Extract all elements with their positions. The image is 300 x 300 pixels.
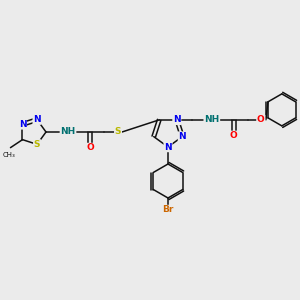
- Text: O: O: [86, 143, 94, 152]
- Text: N: N: [173, 116, 181, 124]
- Text: NH: NH: [60, 128, 76, 136]
- Text: S: S: [115, 128, 121, 136]
- Text: CH₃: CH₃: [3, 152, 16, 158]
- Text: O: O: [230, 131, 238, 140]
- Text: NH: NH: [204, 116, 219, 124]
- Text: Br: Br: [162, 206, 174, 214]
- Text: N: N: [19, 120, 26, 129]
- Text: S: S: [34, 140, 40, 149]
- Text: O: O: [257, 116, 265, 124]
- Text: N: N: [178, 132, 186, 141]
- Text: N: N: [164, 142, 172, 152]
- Text: N: N: [33, 115, 41, 124]
